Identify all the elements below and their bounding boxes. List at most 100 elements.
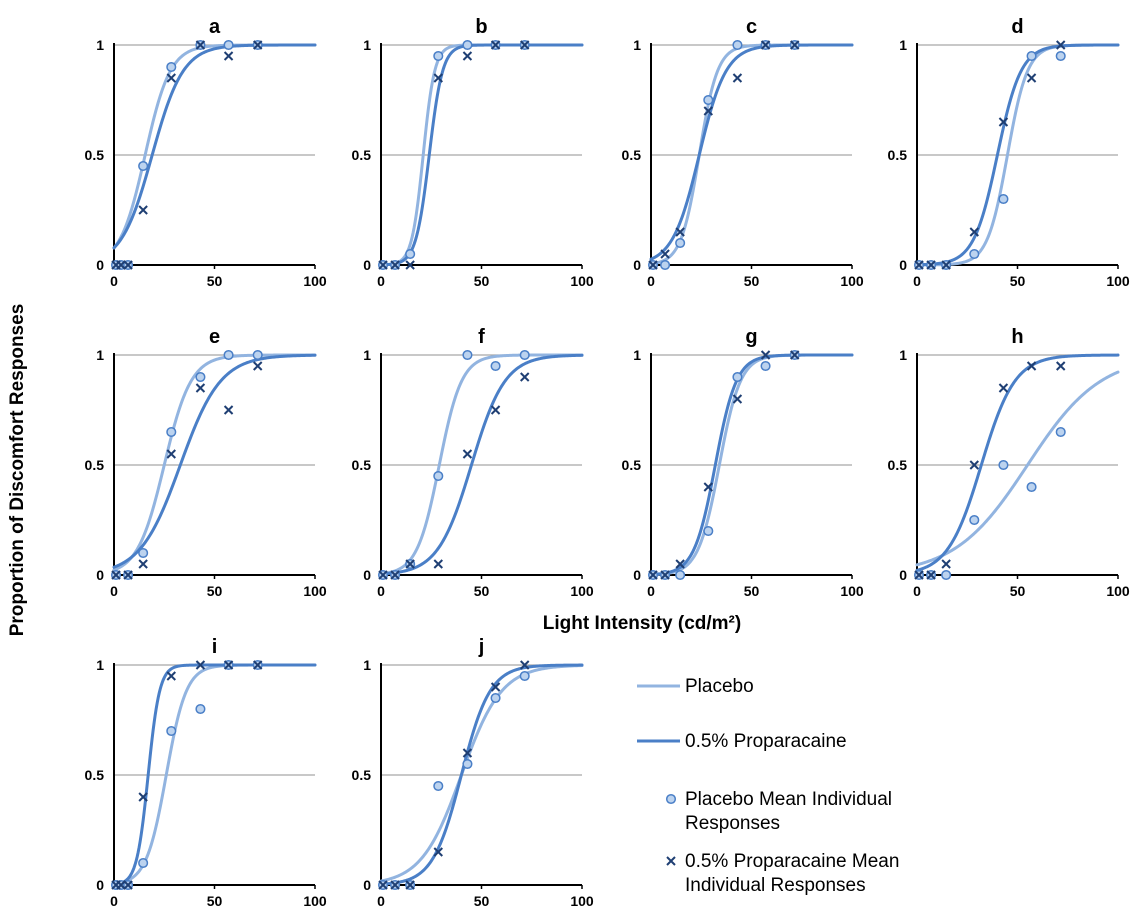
panel-title: d [1011, 16, 1023, 38]
panel-title: g [745, 326, 757, 348]
proparacaine-point [941, 559, 951, 569]
proparacaine-point [111, 570, 121, 580]
proparacaine-point [195, 660, 206, 670]
placebo-point [433, 50, 444, 62]
x-tick-label: 50 [474, 893, 490, 909]
legend-proparacaine-points-label-line1: 0.5% Proparacaine Mean [685, 851, 899, 872]
proparacaine-point [490, 40, 501, 50]
x-axis-title: Light Intensity (cd/m²) [543, 613, 741, 634]
placebo-point [166, 426, 177, 438]
proparacaine-point [138, 205, 148, 215]
proparacaine-point [390, 260, 400, 270]
placebo-point [223, 349, 234, 361]
proparacaine-point [998, 383, 1009, 393]
proparacaine-point [462, 51, 473, 61]
proparacaine-point [969, 227, 979, 237]
placebo-point [252, 349, 263, 361]
y-tick-label: 0.5 [352, 767, 372, 783]
x-tick-label: 50 [207, 893, 223, 909]
proparacaine-point [1026, 73, 1037, 83]
x-tick-label: 100 [303, 583, 327, 599]
y-tick-label: 1 [96, 657, 104, 673]
proparacaine-point [760, 40, 771, 50]
placebo-point [462, 349, 473, 361]
proparacaine-point [378, 880, 388, 890]
y-tick-label: 0 [899, 567, 907, 583]
y-tick-label: 1 [363, 37, 371, 53]
proparacaine-point [675, 559, 685, 569]
placebo-fit-line [112, 663, 317, 886]
placebo-point [490, 692, 501, 704]
proparacaine-point [195, 40, 206, 50]
proparacaine-point [1056, 361, 1066, 371]
proparacaine-point [520, 40, 530, 50]
y-tick-label: 0 [633, 567, 641, 583]
y-tick-label: 0.5 [85, 147, 105, 163]
y-tick-label: 1 [96, 347, 104, 363]
x-tick-label: 50 [474, 273, 490, 289]
placebo-point [703, 94, 714, 106]
panel-title: h [1011, 326, 1023, 348]
x-tick-label: 100 [1106, 273, 1130, 289]
x-tick-label: 0 [110, 273, 118, 289]
x-tick-label: 100 [303, 273, 327, 289]
panel-title: a [209, 16, 221, 38]
y-tick-label: 0.5 [352, 457, 372, 473]
proparacaine-fit-line [112, 663, 317, 886]
y-tick-label: 1 [899, 347, 907, 363]
proparacaine-point [166, 73, 176, 83]
y-tick-label: 0.5 [85, 767, 105, 783]
proparacaine-point [390, 570, 400, 580]
y-tick-label: 1 [633, 347, 641, 363]
y-tick-label: 0 [363, 257, 371, 273]
panel-title: b [475, 16, 487, 38]
placebo-point [998, 193, 1009, 205]
proparacaine-point [123, 260, 133, 270]
proparacaine-point [123, 570, 133, 580]
proparacaine-fit-line [112, 43, 317, 250]
proparacaine-point [138, 792, 148, 802]
placebo-point [1026, 481, 1037, 493]
y-tick-label: 1 [363, 347, 371, 363]
panel-g: 0 50 100 0 0.5 1 g [622, 326, 864, 599]
proparacaine-point [223, 405, 234, 415]
x-tick-label: 100 [570, 583, 594, 599]
placebo-point [195, 371, 206, 383]
y-tick-label: 0.5 [622, 457, 642, 473]
proparacaine-point [223, 660, 234, 670]
y-tick-label: 0 [96, 877, 104, 893]
placebo-point [675, 237, 686, 249]
legend: Placebo 0.5% Proparacaine Placebo Mean Ind… [637, 676, 899, 896]
x-tick-label: 50 [207, 273, 223, 289]
placebo-point [223, 39, 234, 51]
placebo-fit-line [915, 370, 1120, 567]
proparacaine-point [405, 880, 415, 890]
proparacaine-point [433, 559, 443, 569]
legend-proparacaine-points-label-line2: Individual Responses [685, 875, 866, 896]
proparacaine-fit-line [379, 663, 584, 886]
placebo-point [1055, 426, 1066, 438]
proparacaine-point [520, 372, 530, 382]
y-tick-label: 0.5 [888, 147, 908, 163]
panel-f: 0 50 100 0 0.5 1 f [352, 326, 594, 599]
y-tick-label: 0 [899, 257, 907, 273]
panel-e: 0 50 100 0 0.5 1 e [85, 326, 327, 599]
proparacaine-point [969, 460, 979, 470]
proparacaine-point [123, 880, 133, 890]
x-tick-label: 0 [377, 893, 385, 909]
y-tick-label: 1 [899, 37, 907, 53]
proparacaine-point [378, 260, 388, 270]
placebo-point [433, 780, 444, 792]
proparacaine-point [462, 748, 473, 758]
panel-title: j [478, 636, 485, 658]
panel-b: 0 50 100 0 0.5 1 b [352, 16, 594, 289]
y-tick-label: 1 [363, 657, 371, 673]
placebo-point [138, 160, 149, 172]
x-tick-label: 0 [377, 273, 385, 289]
panel-a: 0 50 100 0 0.5 1 a [85, 16, 327, 289]
placebo-fit-line [379, 664, 584, 883]
panel-d: 0 50 100 0 0.5 1 d [888, 16, 1130, 289]
panel-title: f [478, 326, 485, 348]
y-tick-label: 1 [96, 37, 104, 53]
